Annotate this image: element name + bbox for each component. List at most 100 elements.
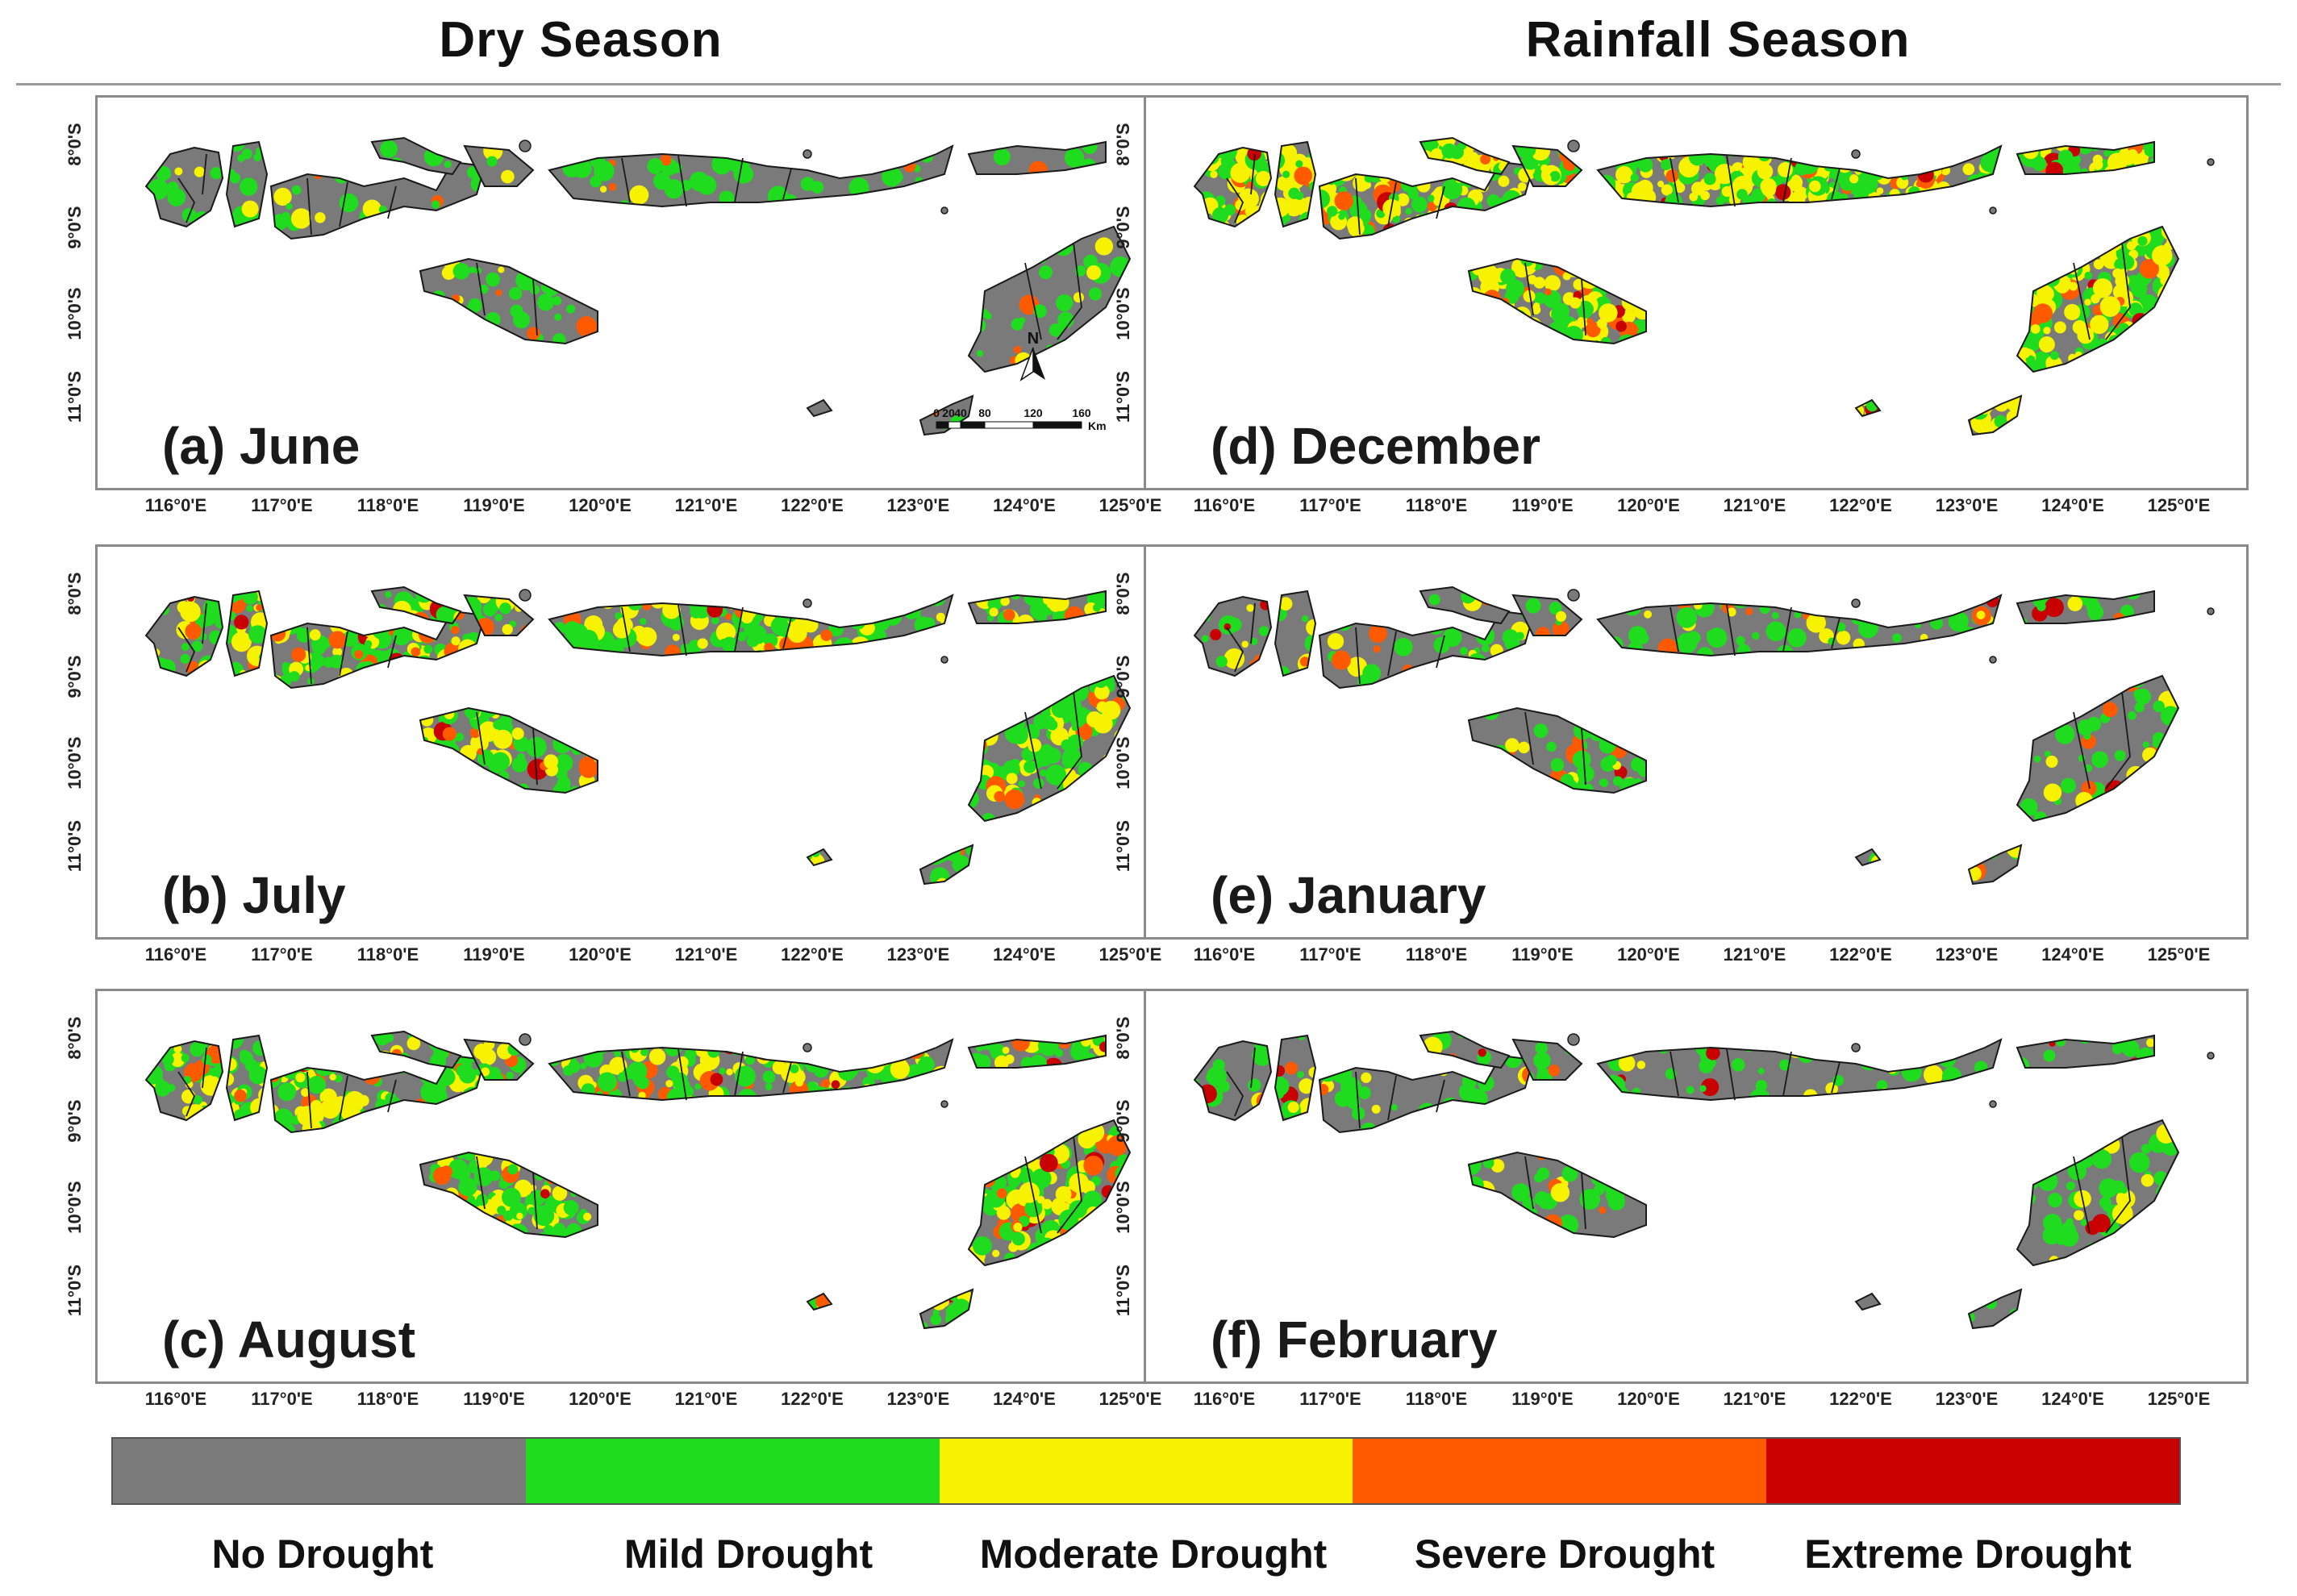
drought-patch xyxy=(443,769,454,779)
lon-label: 123°0'E xyxy=(886,944,950,965)
drought-patch xyxy=(642,601,652,610)
drought-patch xyxy=(1983,845,2000,860)
drought-patch xyxy=(929,867,950,884)
district-boundary xyxy=(1581,727,1586,785)
drought-patch xyxy=(181,1053,190,1063)
drought-patch xyxy=(1644,610,1653,619)
drought-patch xyxy=(1891,614,1904,627)
drought-patch xyxy=(994,1120,1002,1127)
drought-patch xyxy=(1241,640,1249,648)
drought-patch xyxy=(1903,194,1919,206)
drought-patch xyxy=(2020,1159,2033,1172)
drought-patch xyxy=(1591,323,1599,331)
island-outline xyxy=(806,1292,833,1311)
drought-patch xyxy=(1911,155,1923,167)
lon-label: 121°0'E xyxy=(1723,944,1786,965)
drought-patch xyxy=(1371,1104,1381,1114)
drought-patch xyxy=(1248,1078,1261,1092)
drought-patch xyxy=(890,643,902,655)
drought-patch xyxy=(1895,1049,1903,1058)
drought-patch xyxy=(1055,363,1069,372)
drought-patch xyxy=(449,220,466,238)
drought-patch xyxy=(865,1053,886,1073)
island-outline xyxy=(1967,1288,2023,1330)
drought-patch xyxy=(2174,1120,2178,1127)
drought-patch xyxy=(455,760,469,774)
drought-patch xyxy=(1907,604,1928,624)
drought-patch xyxy=(1078,1130,1097,1149)
drought-patch xyxy=(1706,1046,1720,1061)
lat-label: 11°0'S xyxy=(1113,370,1133,423)
drought-patch xyxy=(2145,812,2160,821)
drought-patch xyxy=(1011,1232,1025,1246)
drought-patch xyxy=(764,1040,784,1061)
district-boundary xyxy=(1831,1061,1841,1094)
drought-patch xyxy=(554,313,562,321)
drought-patch xyxy=(666,1089,684,1100)
drought-patch xyxy=(2021,274,2029,282)
drought-patch xyxy=(324,1056,339,1070)
district-boundary xyxy=(621,1051,631,1097)
drought-patch xyxy=(1024,1199,1043,1218)
drought-patch xyxy=(979,309,989,319)
drought-patch xyxy=(547,1157,559,1170)
drought-patch xyxy=(552,151,567,167)
drought-patch xyxy=(1994,415,2007,428)
drought-patch xyxy=(969,1130,980,1147)
drought-patch xyxy=(2120,676,2141,692)
drought-patch xyxy=(211,660,223,676)
drought-patch xyxy=(1211,207,1229,224)
drought-patch xyxy=(1536,1167,1550,1181)
drought-patch xyxy=(461,1109,478,1126)
drought-patch xyxy=(431,772,444,785)
lon-label: 120°0'E xyxy=(1617,1389,1680,1409)
drought-patch xyxy=(378,667,393,681)
drought-patch xyxy=(1901,1061,1922,1082)
drought-patch xyxy=(475,777,490,792)
drought-patch xyxy=(1336,162,1346,170)
drought-patch xyxy=(622,1067,635,1080)
drought-patch xyxy=(272,683,281,688)
lon-label: 121°0'E xyxy=(1723,1389,1786,1409)
drought-patch xyxy=(612,620,631,639)
drought-patch xyxy=(737,1089,757,1100)
islet xyxy=(2207,1052,2215,1060)
drought-patch xyxy=(451,636,461,646)
drought-patch xyxy=(146,597,156,610)
drought-patch xyxy=(1891,1040,1903,1053)
drought-patch xyxy=(1440,165,1450,175)
drought-patch xyxy=(1013,1223,1023,1232)
drought-patch xyxy=(1969,1079,1989,1098)
drought-patch xyxy=(996,1140,1003,1147)
drought-patch xyxy=(1045,1120,1066,1131)
drought-patch xyxy=(2120,335,2135,350)
islet xyxy=(1567,1033,1580,1046)
drought-patch xyxy=(1459,647,1468,656)
drought-patch xyxy=(549,1092,555,1100)
drought-patch xyxy=(1440,681,1452,688)
drought-patch xyxy=(1839,147,1848,155)
drought-patch xyxy=(1482,216,1490,225)
drought-patch xyxy=(320,1098,340,1119)
lon-label: 118°0'E xyxy=(356,1389,419,1409)
lon-axis-c: 116°0'E 117°0'E 118°0'E 119°0'E 120°0'E 121°0… xyxy=(95,1389,1200,1413)
drought-patch xyxy=(1199,148,1217,158)
drought-patch xyxy=(2061,250,2080,269)
drought-patch xyxy=(707,602,723,618)
district-boundary xyxy=(2073,262,2091,340)
drought-patch xyxy=(1052,676,1070,687)
drought-patch xyxy=(2017,269,2029,291)
drought-patch xyxy=(2059,1222,2077,1239)
drought-patch xyxy=(389,1112,406,1129)
drought-patch xyxy=(1676,606,1698,628)
drought-patch xyxy=(1416,179,1431,193)
drought-patch xyxy=(1680,1040,1693,1048)
drought-patch xyxy=(1548,1065,1560,1077)
drought-patch xyxy=(375,674,384,684)
drought-patch xyxy=(1469,1192,1478,1209)
lon-label: 118°0'E xyxy=(1405,944,1468,965)
drought-patch xyxy=(1006,773,1018,785)
lon-label: 124°0'E xyxy=(993,495,1056,515)
drought-patch xyxy=(2137,340,2153,357)
drought-patch xyxy=(1576,300,1594,319)
